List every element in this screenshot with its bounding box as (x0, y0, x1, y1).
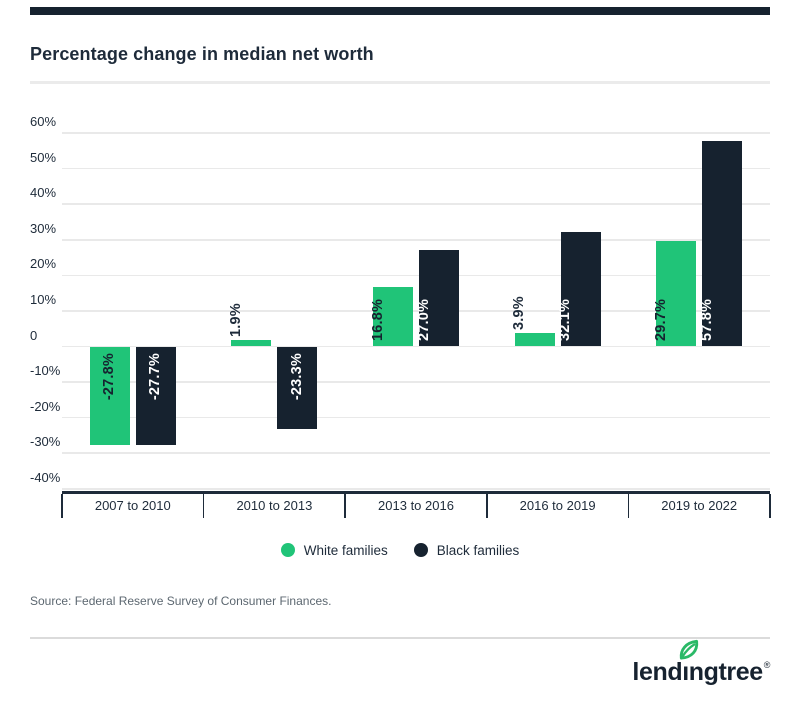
bar-value-label: -23.3% (288, 352, 305, 400)
y-axis-tick-label: 40% (30, 185, 57, 201)
y-axis-tick-label: 0 (30, 327, 38, 343)
category-separator (486, 494, 488, 518)
x-axis-label: 2013 to 2016 (378, 498, 454, 513)
category-separator (627, 494, 630, 518)
bar-value-label: 57.8% (698, 298, 715, 341)
legend-dot-black-families (413, 543, 428, 557)
source-text: Source: Federal Reserve Survey of Consum… (30, 594, 332, 608)
legend-item-white-families: White families (280, 542, 388, 558)
bar-white-families (231, 339, 272, 347)
lendingtree-logo: lendı ngtree® (632, 639, 771, 694)
page-title: Percentage change in median net worth (30, 44, 374, 64)
bar-value-label: 27.0% (415, 298, 432, 341)
bar-value-label: 3.9% (511, 295, 528, 330)
bar-white-families (373, 286, 413, 347)
y-axis-tick-label: -40% (30, 469, 61, 485)
bar-value-label: 1.9% (227, 302, 244, 337)
bar-white-families (656, 240, 697, 347)
y-axis-tick-label: 20% (30, 256, 57, 272)
gridline (62, 274, 770, 277)
title-divider (30, 81, 770, 84)
bar-black-families (702, 140, 743, 347)
gridline (62, 132, 770, 134)
bar-black-families (419, 250, 459, 347)
gridline (62, 239, 770, 241)
bar-white-families (89, 346, 130, 446)
bar-value-label: -27.8% (101, 352, 118, 400)
bar-black-families (560, 232, 601, 347)
leaf-icon (680, 639, 699, 660)
gridline (62, 345, 770, 348)
legend-dot-white-families (280, 543, 295, 557)
gridline (62, 416, 770, 419)
x-axis-label: 2019 to 2022 (661, 498, 738, 513)
gridline (62, 488, 770, 490)
registered-mark: ® (763, 660, 771, 670)
bar-black-families (277, 346, 318, 430)
y-axis-tick-label: 50% (30, 149, 57, 165)
bar-value-label: 29.7% (652, 298, 669, 341)
gridline (62, 452, 770, 454)
gridline (62, 203, 770, 205)
logo-text: ngtree (688, 658, 763, 686)
x-axis-label: 2016 to 2019 (519, 498, 596, 513)
legend-label: White families (303, 542, 388, 558)
category-separator (61, 494, 63, 518)
top-accent-bar (30, 7, 770, 15)
bar-value-label: -27.7% (147, 352, 164, 400)
x-axis-label: 2010 to 2013 (236, 498, 313, 513)
y-axis-tick-label: 60% (30, 114, 57, 130)
category-separator (344, 494, 346, 518)
legend-label: Black families (436, 542, 520, 558)
bar-value-label: 32.1% (557, 298, 574, 341)
gridline (62, 167, 770, 170)
y-axis-tick-label: 10% (30, 291, 57, 307)
logo-text: lend (632, 658, 683, 686)
gridline (62, 310, 770, 312)
bar-white-families (514, 332, 555, 347)
y-axis-tick-label: -10% (30, 363, 61, 379)
bar-value-label: 16.8% (369, 298, 386, 341)
bar-black-families (135, 346, 176, 446)
x-axis-label: 2007 to 2010 (94, 498, 171, 513)
x-axis-line (62, 491, 770, 494)
category-separator (202, 494, 205, 518)
y-axis-tick-label: -30% (30, 434, 61, 450)
logo-letter-i: ı (680, 639, 699, 689)
y-axis-tick-label: 30% (30, 220, 57, 236)
y-axis-tick-label: -20% (30, 398, 61, 414)
footer-divider (30, 637, 770, 639)
category-separator (769, 494, 771, 518)
gridline (62, 381, 770, 383)
chart-legend: White families Black families (0, 540, 800, 560)
legend-item-black-families: Black families (413, 542, 520, 558)
